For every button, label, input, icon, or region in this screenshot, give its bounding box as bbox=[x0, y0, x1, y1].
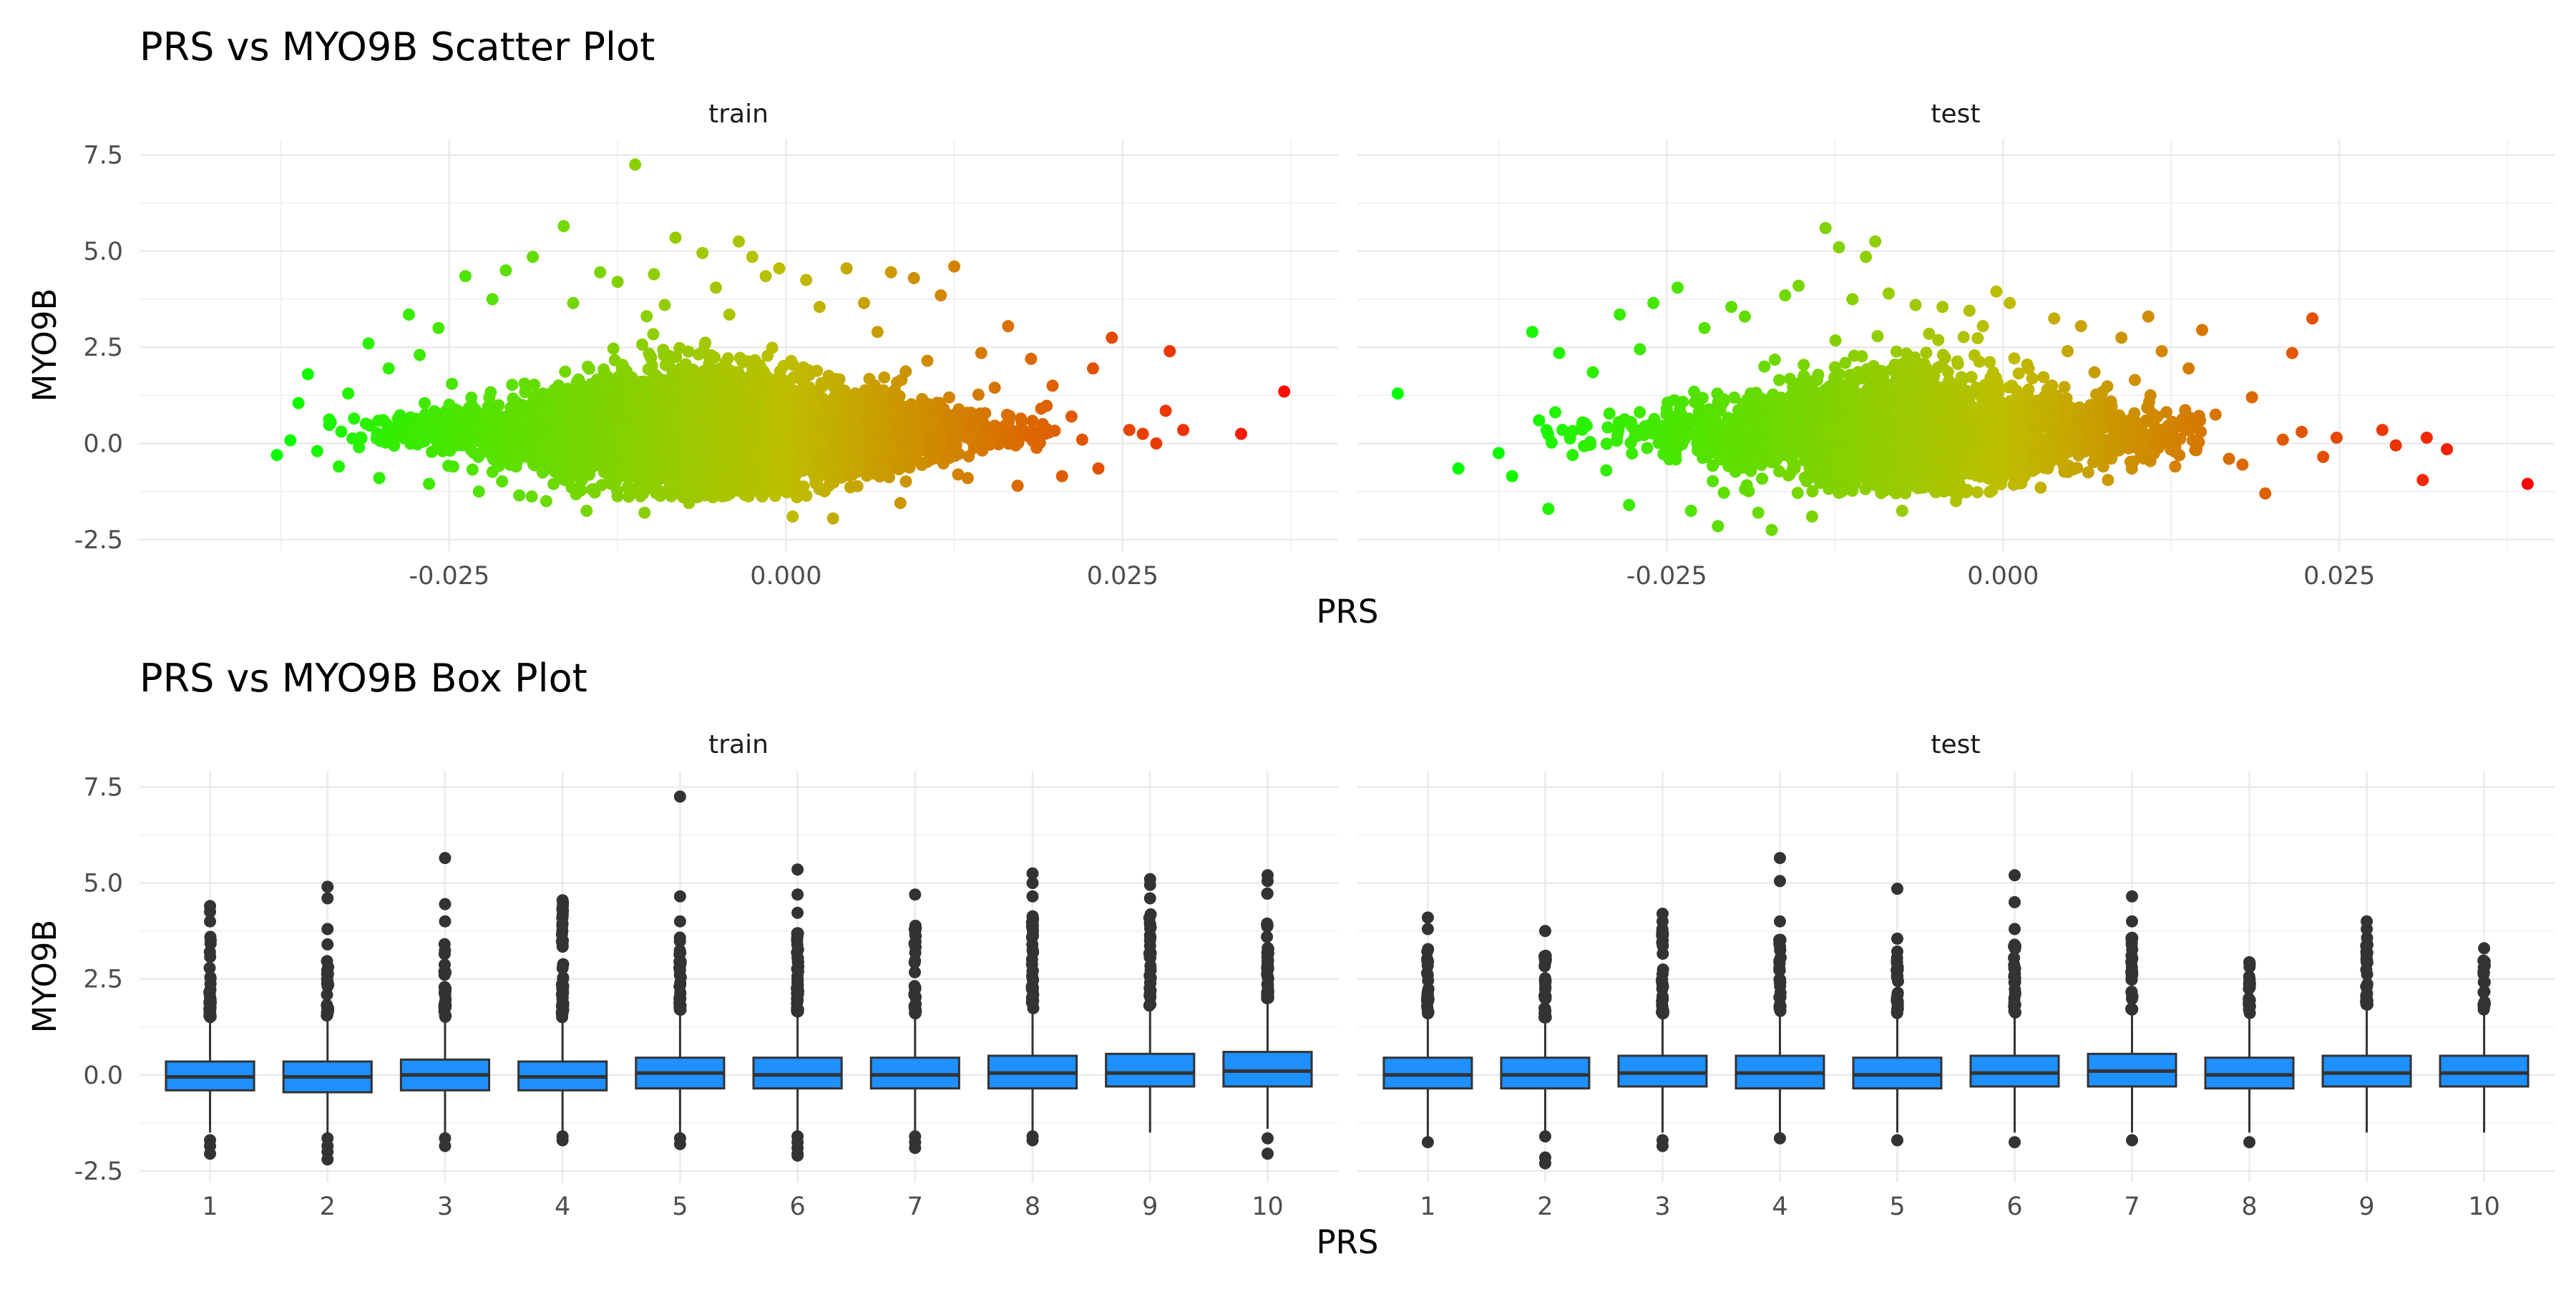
scatter-point bbox=[497, 451, 509, 463]
scatter-point bbox=[722, 352, 734, 364]
scatter-point bbox=[979, 407, 991, 419]
scatter-point bbox=[364, 419, 376, 432]
scatter-point bbox=[442, 460, 454, 472]
scatter-point bbox=[429, 405, 441, 417]
scatter-point bbox=[643, 363, 655, 375]
scatter-point bbox=[976, 436, 988, 448]
scatter-point bbox=[699, 339, 711, 351]
scatter-point bbox=[872, 386, 884, 398]
scatter-point bbox=[869, 419, 881, 432]
scatter-point bbox=[657, 344, 669, 356]
scatter-point bbox=[647, 328, 659, 340]
scatter-point bbox=[496, 475, 508, 487]
scatter-point bbox=[645, 351, 657, 364]
scatter-point bbox=[582, 361, 594, 373]
scatter-point bbox=[900, 475, 912, 487]
scatter-point bbox=[348, 412, 360, 424]
scatter-point bbox=[454, 408, 466, 420]
scatter-point bbox=[449, 422, 461, 434]
scatter-title: PRS vs MYO9B Scatter Plot bbox=[140, 24, 655, 69]
scatter-point bbox=[335, 426, 347, 438]
scatter-point bbox=[862, 385, 874, 397]
scatter-point bbox=[526, 490, 538, 502]
scatter-point bbox=[640, 310, 653, 322]
scatter-strip-test: test bbox=[1931, 99, 1980, 129]
scatter-point bbox=[771, 374, 783, 386]
scatter-point bbox=[789, 471, 801, 483]
scatter-point bbox=[703, 358, 715, 370]
scatter-point bbox=[663, 487, 675, 500]
scatter-point bbox=[660, 359, 672, 371]
scatter-point bbox=[467, 464, 479, 476]
scatter-point bbox=[861, 470, 873, 482]
scatter-point bbox=[883, 471, 895, 483]
scatter-point bbox=[756, 373, 768, 385]
scatter-panel: PRS vs MYO9B Scatter Plot train test -2.… bbox=[26, 24, 2555, 631]
scatter-points-train bbox=[271, 158, 1291, 524]
scatter-point bbox=[609, 354, 621, 366]
scatter-point bbox=[506, 379, 518, 391]
scatter-point bbox=[426, 446, 438, 458]
scatter-point bbox=[597, 364, 610, 376]
scatter-point bbox=[943, 392, 955, 404]
scatter-point bbox=[419, 397, 431, 409]
scatter-point bbox=[743, 490, 755, 502]
scatter-point bbox=[552, 379, 565, 392]
scatter-point bbox=[633, 485, 645, 497]
scatter-point bbox=[905, 398, 917, 410]
scatter-point bbox=[559, 366, 571, 378]
scatter-point bbox=[670, 467, 682, 480]
scatter-point bbox=[939, 419, 951, 432]
scatter-point bbox=[1002, 437, 1015, 450]
scatter-point bbox=[1015, 412, 1027, 424]
scatter-point bbox=[589, 487, 601, 499]
scatter-point bbox=[585, 378, 597, 390]
scatter-point bbox=[1030, 442, 1043, 454]
scatter-point bbox=[449, 432, 462, 444]
scatter-point bbox=[831, 380, 844, 392]
scatter-point bbox=[878, 371, 890, 384]
scatter-point bbox=[636, 339, 648, 351]
scatter-point bbox=[888, 386, 900, 398]
scatter-point bbox=[433, 417, 445, 429]
scatter-point bbox=[608, 343, 620, 355]
scatter-point bbox=[691, 480, 703, 492]
scatter-point bbox=[537, 467, 549, 479]
scatter-point bbox=[1001, 409, 1013, 421]
scatter-point bbox=[852, 480, 864, 492]
scatter-point bbox=[612, 490, 624, 502]
scatter-point bbox=[413, 417, 425, 429]
scatter-point bbox=[1035, 402, 1048, 414]
scatter-point bbox=[443, 399, 455, 411]
scatter-point bbox=[959, 409, 971, 421]
scatter-strip-train: train bbox=[708, 99, 769, 129]
scatter-point bbox=[944, 451, 956, 463]
scatter-point bbox=[895, 374, 907, 386]
scatter-point bbox=[654, 389, 666, 402]
scatter-point bbox=[573, 377, 585, 389]
scatter-point bbox=[766, 341, 779, 354]
scatter-point bbox=[570, 484, 582, 496]
scatter-point bbox=[972, 389, 985, 401]
scatter-point bbox=[623, 490, 635, 502]
scatter-point bbox=[815, 377, 827, 389]
scatter-point bbox=[720, 490, 732, 502]
scatter-point bbox=[852, 447, 864, 459]
scatter-point bbox=[683, 346, 695, 358]
